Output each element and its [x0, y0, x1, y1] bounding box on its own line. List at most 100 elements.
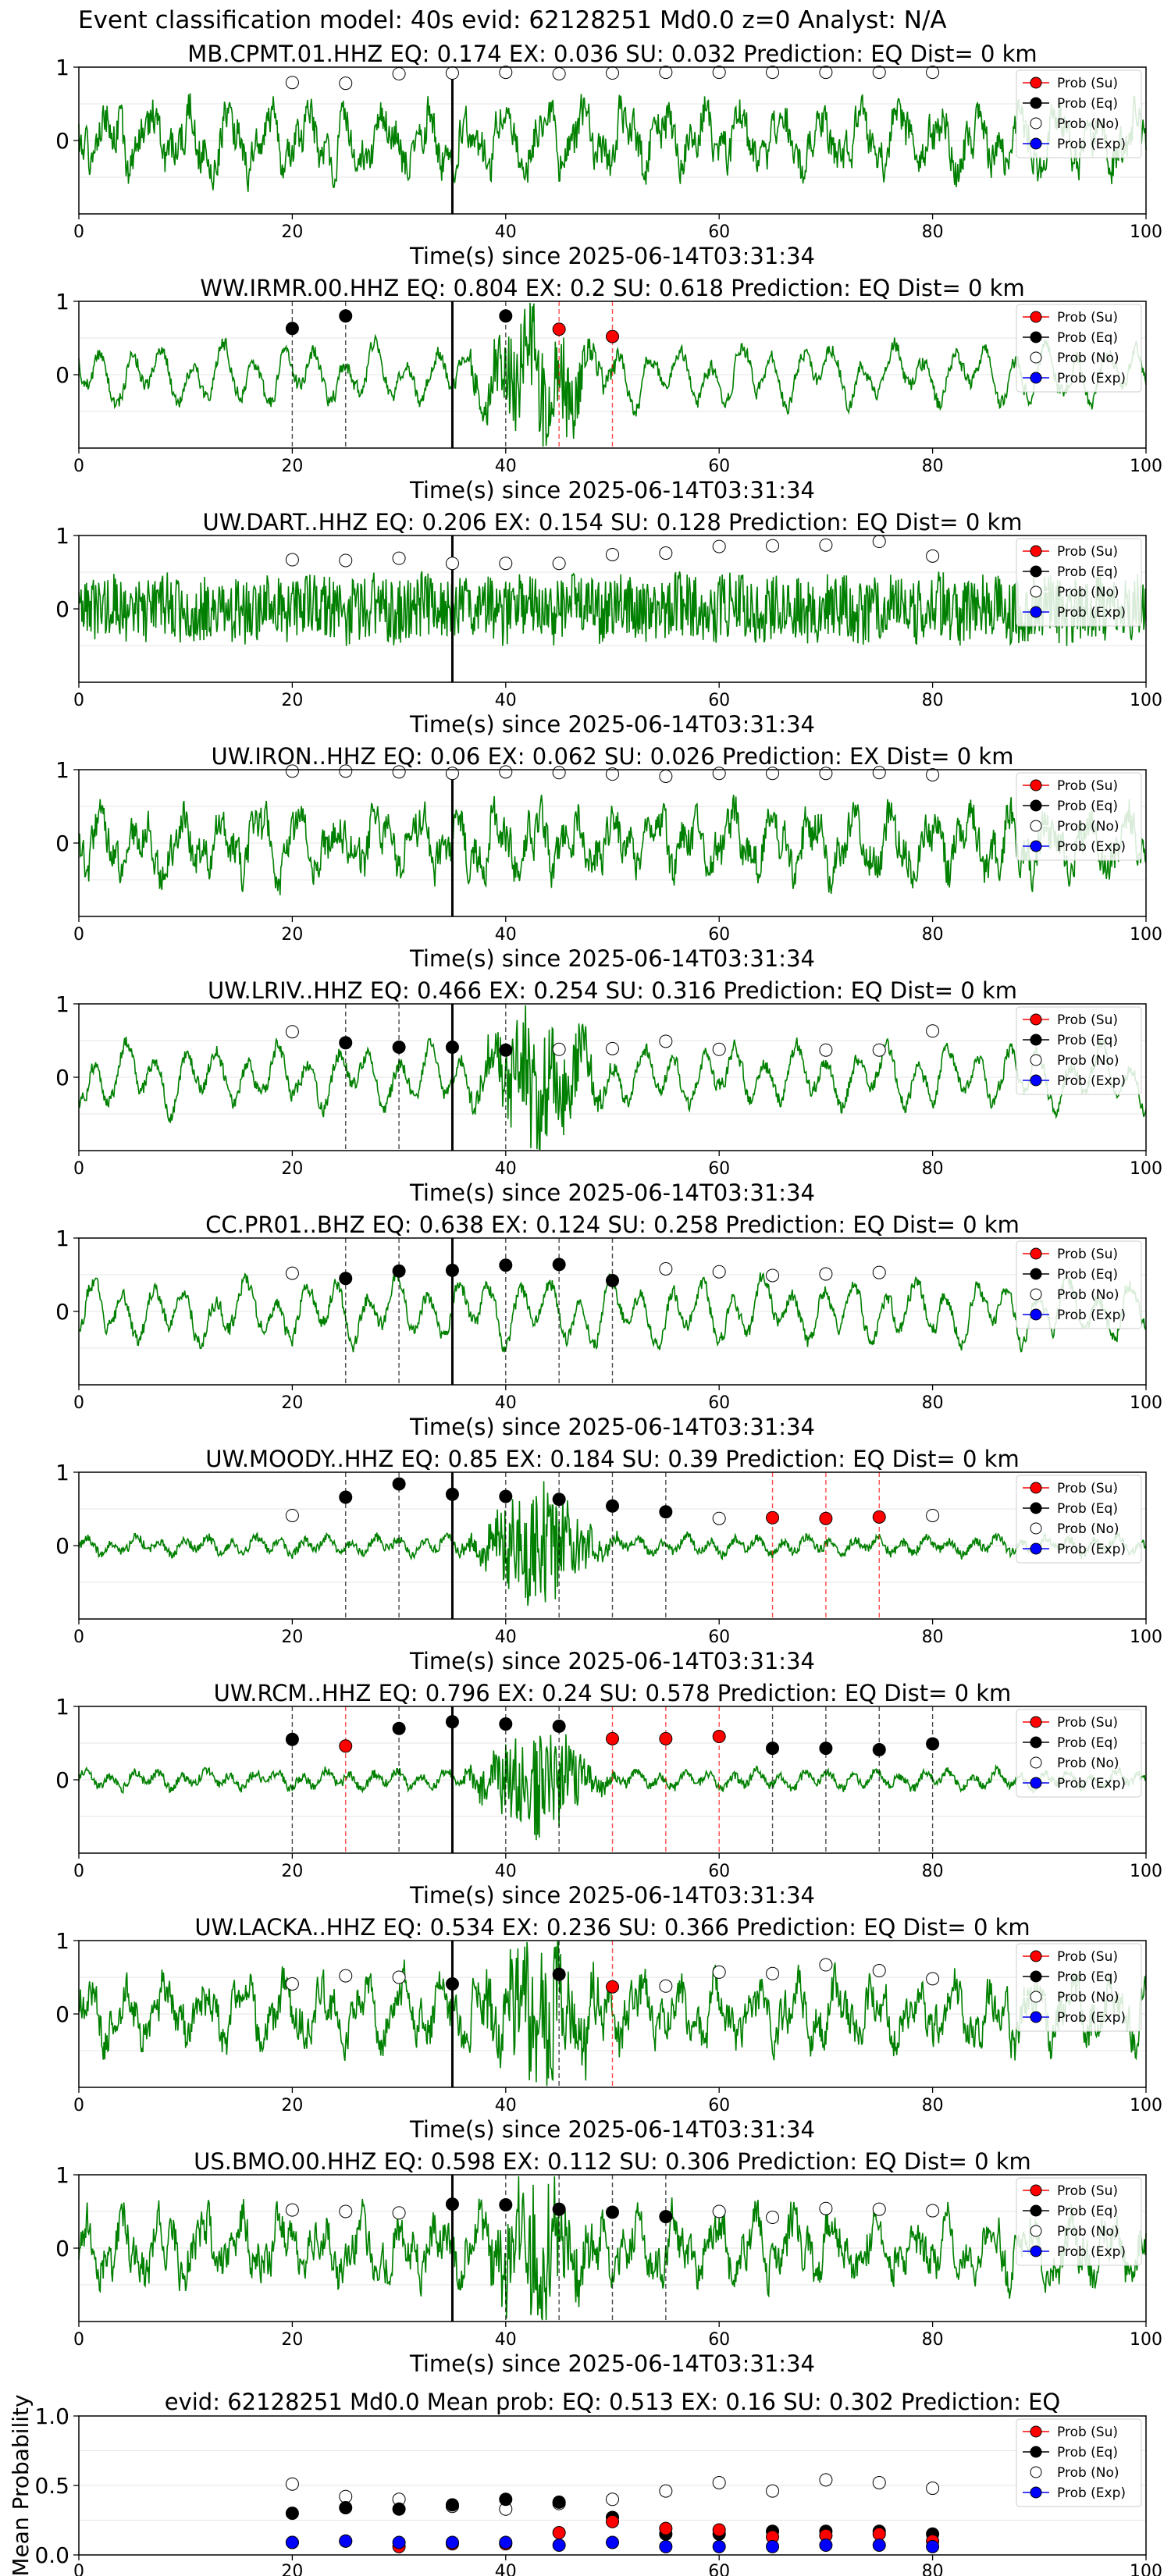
legend-box [1016, 304, 1142, 393]
prob-marker-no [339, 764, 353, 778]
x-tick-label: 40 [495, 1393, 517, 1413]
legend-label: Prob (No) [1057, 1521, 1119, 1537]
legend-label: Prob (Exp) [1057, 2485, 1126, 2501]
x-tick-label: 40 [495, 925, 517, 945]
legend-marker [1030, 1970, 1042, 1983]
legend-marker [1030, 2204, 1042, 2217]
x-tick-label: 100 [1130, 1628, 1162, 1647]
prob-marker-eq [445, 1040, 459, 1054]
legend-label: Prob (Su) [1057, 2183, 1118, 2199]
prob-marker-eq [606, 1274, 619, 1288]
legend-marker [1030, 1034, 1042, 1046]
prob-marker-no [926, 1024, 940, 1038]
prob-marker-su [552, 322, 566, 336]
legend-marker [1030, 1013, 1042, 1026]
x-tick-label: 60 [708, 2096, 730, 2115]
legend-label: Prob (No) [1057, 2465, 1119, 2481]
prob-marker-eq [339, 1490, 353, 1504]
x-tick-label: 60 [708, 1159, 730, 1179]
legend-box [1016, 538, 1142, 627]
prob-marker-no [819, 1043, 833, 1057]
y-tick-label: 1 [55, 523, 69, 549]
x-tick-label: 80 [922, 457, 944, 476]
station-panel: UW.LRIV..HHZ EQ: 0.466 EX: 0.254 SU: 0.3… [55, 977, 1162, 1206]
legend-label: Prob (Su) [1057, 1481, 1118, 1496]
x-axis-label: Time(s) since 2025-06-14T03:31:34 [409, 711, 815, 738]
prob-marker-no [819, 1267, 833, 1281]
legend-marker [1030, 1777, 1042, 1789]
legend-box [1016, 1943, 1142, 2032]
legend-label: Prob (Exp) [1057, 1776, 1126, 1791]
legend-label: Prob (No) [1057, 116, 1119, 132]
prob-marker-no [926, 1508, 940, 1522]
x-tick-label: 80 [922, 1628, 944, 1647]
mean-marker-eq [392, 2502, 406, 2516]
y-tick-label: 0.5 [34, 2473, 69, 2499]
legend-marker [1030, 565, 1042, 578]
prob-marker-no [606, 1041, 619, 1055]
mean-marker-eq [339, 2500, 353, 2514]
x-tick-label: 0 [73, 691, 84, 710]
mean-marker-exp [712, 2539, 726, 2553]
legend-marker [1030, 137, 1042, 150]
prob-marker-no [926, 66, 940, 80]
legend-marker [1030, 545, 1042, 557]
legend-label: Prob (Su) [1057, 1012, 1118, 1028]
legend-label: Prob (Exp) [1057, 371, 1126, 386]
x-tick-label: 0 [73, 2562, 84, 2576]
legend-label: Prob (No) [1057, 819, 1119, 834]
mean-marker-no [712, 2475, 726, 2489]
prob-marker-no [926, 549, 940, 563]
waveform-trace [78, 1941, 1147, 2087]
legend-label: Prob (Exp) [1057, 137, 1126, 152]
x-axis-label: Time(s) since 2025-06-14T03:31:34 [409, 945, 815, 972]
mean-marker-exp [926, 2539, 940, 2553]
x-tick-label: 80 [922, 2562, 944, 2576]
prob-marker-eq [339, 309, 353, 323]
legend-marker [1030, 779, 1042, 792]
legend-marker [1030, 76, 1042, 89]
legend-label: Prob (Su) [1057, 76, 1118, 91]
mean-marker-no [926, 2482, 940, 2496]
legend-marker [1030, 331, 1042, 343]
prob-marker-eq [552, 1493, 566, 1507]
figure-title: Event classification model: 40s evid: 62… [78, 6, 947, 34]
prob-marker-eq [606, 1499, 619, 1513]
station-panel: UW.RCM..HHZ EQ: 0.796 EX: 0.24 SU: 0.578… [55, 1680, 1162, 1909]
prob-marker-no [552, 1042, 566, 1056]
x-tick-label: 0 [73, 2096, 84, 2115]
station-panel: UW.IRON..HHZ EQ: 0.06 EX: 0.062 SU: 0.02… [55, 743, 1162, 972]
legend-label: Prob (Eq) [1057, 1267, 1118, 1283]
legend-label: Prob (Su) [1057, 1715, 1118, 1731]
prob-marker-eq [606, 2205, 619, 2219]
prob-marker-no [819, 1958, 833, 1972]
mean-marker-eq [499, 2492, 513, 2507]
x-tick-label: 60 [708, 691, 730, 710]
legend-label: Prob (Su) [1057, 2425, 1118, 2440]
legend-label: Prob (No) [1057, 1053, 1119, 1069]
prob-marker-no [819, 767, 833, 781]
mean-marker-exp [766, 2539, 780, 2553]
mean-marker-exp [659, 2539, 673, 2553]
mean-probability-panel: evid: 62128251 Md0.0 Mean prob: EQ: 0.51… [8, 2389, 1162, 2576]
mean-marker-exp [819, 2539, 833, 2553]
y-tick-label: 1 [55, 1460, 69, 1485]
prob-marker-no [499, 765, 513, 779]
prob-marker-no [392, 66, 406, 80]
prob-marker-eq [499, 1489, 513, 1503]
y-tick-label: 0 [55, 596, 69, 622]
prob-marker-no [392, 765, 406, 779]
station-panel: UW.DART..HHZ EQ: 0.206 EX: 0.154 SU: 0.1… [55, 509, 1162, 738]
prob-marker-eq [499, 2198, 513, 2212]
x-tick-label: 100 [1130, 2096, 1162, 2115]
prob-marker-eq [499, 1043, 513, 1057]
prob-marker-no [285, 1508, 299, 1522]
prob-marker-no [285, 764, 299, 778]
prob-marker-su [766, 1510, 780, 1525]
x-tick-label: 100 [1130, 222, 1162, 242]
mean-marker-exp [499, 2535, 513, 2549]
prob-marker-no [606, 66, 619, 80]
prob-marker-su [712, 1730, 726, 1744]
legend-label: Prob (Su) [1057, 1949, 1118, 1965]
legend-box [1016, 772, 1142, 861]
